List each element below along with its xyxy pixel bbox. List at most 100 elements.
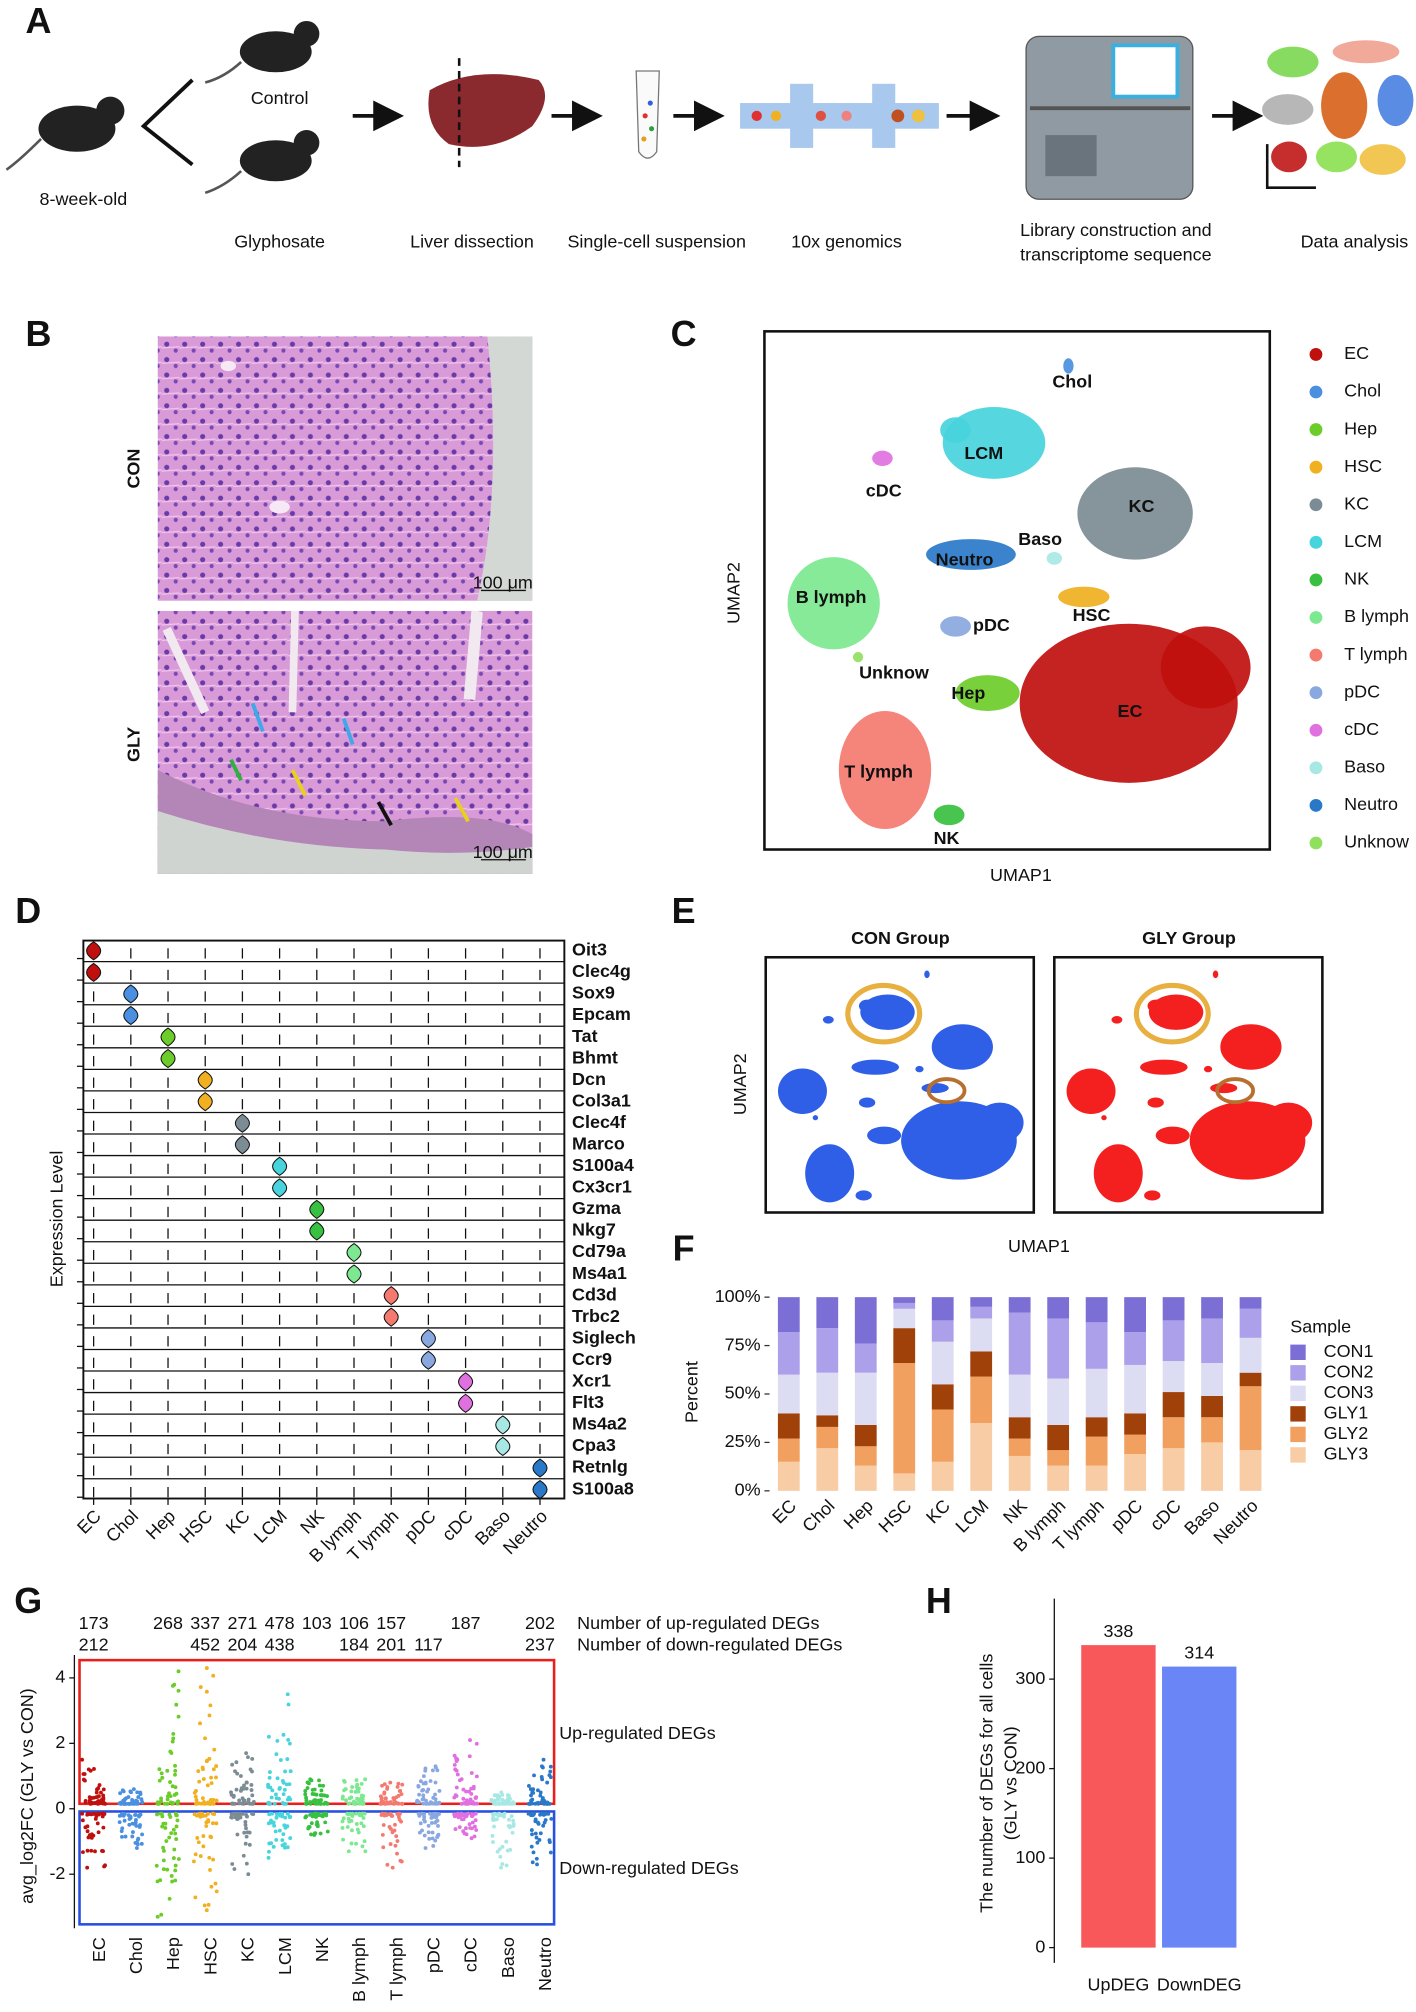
legend-label: EC (1344, 343, 1369, 363)
stacked-bar (1124, 1454, 1147, 1491)
legend-swatch (1290, 1447, 1306, 1463)
dot (303, 1788, 308, 1793)
stacked-bar (1201, 1318, 1223, 1364)
stacked-bar (1124, 1332, 1147, 1365)
dot (209, 1781, 214, 1786)
dot (207, 1855, 212, 1860)
stacked-bar (893, 1308, 916, 1329)
umap-cluster (858, 999, 876, 1013)
down-count: 438 (265, 1635, 295, 1655)
dot (355, 1827, 360, 1832)
cluster-label: LCM (964, 443, 1003, 463)
y-tick-label: 0 (55, 1798, 65, 1818)
dot (319, 1813, 324, 1818)
dot (266, 1782, 271, 1787)
umap-cluster (1160, 626, 1251, 709)
down-dot-cloud (266, 1811, 293, 1860)
dot (234, 1787, 239, 1792)
dot (127, 1822, 132, 1827)
dot (473, 1824, 477, 1829)
dot (140, 1832, 145, 1837)
dot (244, 1786, 249, 1791)
dot (243, 1823, 248, 1827)
down-dot-cloud (490, 1811, 516, 1870)
dot (530, 1790, 535, 1795)
stacked-bar (1162, 1320, 1185, 1362)
umap-cluster (1063, 358, 1074, 374)
stacked-bar (777, 1461, 800, 1491)
dot (317, 1813, 321, 1818)
gene-label: Bhmt (572, 1047, 618, 1067)
bar (1162, 1666, 1237, 1948)
stacked-bar (1008, 1417, 1031, 1439)
dot (229, 1793, 234, 1797)
stacked-bar (1047, 1465, 1070, 1491)
dot (541, 1757, 546, 1762)
dot (533, 1831, 538, 1836)
legend-swatch (1309, 385, 1323, 399)
dot (507, 1817, 511, 1822)
dot (173, 1831, 178, 1836)
dot (469, 1771, 474, 1775)
legend-label: Hep (1344, 418, 1377, 438)
dot (529, 1844, 534, 1849)
dot (204, 1908, 209, 1913)
dot (359, 1793, 364, 1798)
dot (340, 1819, 345, 1824)
dot (283, 1815, 288, 1820)
legend-label: GLY1 (1324, 1403, 1369, 1423)
dot (350, 1785, 355, 1789)
dot (534, 1835, 539, 1840)
dot (355, 1782, 360, 1787)
dot (165, 1801, 170, 1806)
umap-cluster (812, 1115, 819, 1121)
dot (319, 1788, 324, 1793)
dot (454, 1756, 458, 1761)
x-tick-label: KC (238, 1937, 258, 1962)
dot (230, 1762, 235, 1767)
dot (204, 1666, 209, 1671)
dot (463, 1826, 468, 1831)
dot (280, 1838, 285, 1843)
dot (492, 1824, 496, 1829)
dot (381, 1823, 386, 1827)
dot (314, 1792, 319, 1797)
umap-cluster (931, 1024, 993, 1070)
dot (247, 1830, 252, 1835)
umap-cluster (1144, 1190, 1161, 1201)
gene-label: Tat (572, 1026, 598, 1046)
gene-label: Ms4a2 (572, 1414, 627, 1434)
legend-label: Unknow (1344, 832, 1409, 852)
dot (281, 1732, 286, 1737)
dot (267, 1849, 271, 1854)
region-label: Down-regulated DEGs (559, 1858, 738, 1878)
violin (234, 1113, 250, 1133)
dot (131, 1787, 136, 1792)
step-label: Data analysis (1301, 232, 1409, 252)
dot (138, 1823, 142, 1828)
dot (214, 1889, 219, 1894)
dot (430, 1836, 435, 1841)
dot (139, 1841, 144, 1846)
stacked-bar (1239, 1386, 1262, 1451)
down-count: 204 (227, 1635, 257, 1655)
dot (496, 1798, 501, 1802)
violin (86, 962, 102, 982)
dot (538, 1831, 543, 1836)
stacked-bar (1085, 1436, 1108, 1466)
dot (361, 1811, 365, 1816)
dot (96, 1830, 101, 1835)
dot (270, 1788, 275, 1793)
stacked-bar (1239, 1450, 1262, 1491)
dot (500, 1792, 505, 1797)
down-dot-cloud (117, 1811, 145, 1850)
legend-swatch (1309, 648, 1323, 662)
dot (269, 1841, 274, 1846)
gene-label: Sox9 (572, 983, 615, 1003)
dot (277, 1811, 282, 1816)
dot (500, 1862, 505, 1866)
dot (95, 1787, 99, 1792)
dot (211, 1673, 216, 1678)
x-tick-label: NK (312, 1937, 332, 1962)
x-tick-label: Hep (840, 1496, 877, 1533)
